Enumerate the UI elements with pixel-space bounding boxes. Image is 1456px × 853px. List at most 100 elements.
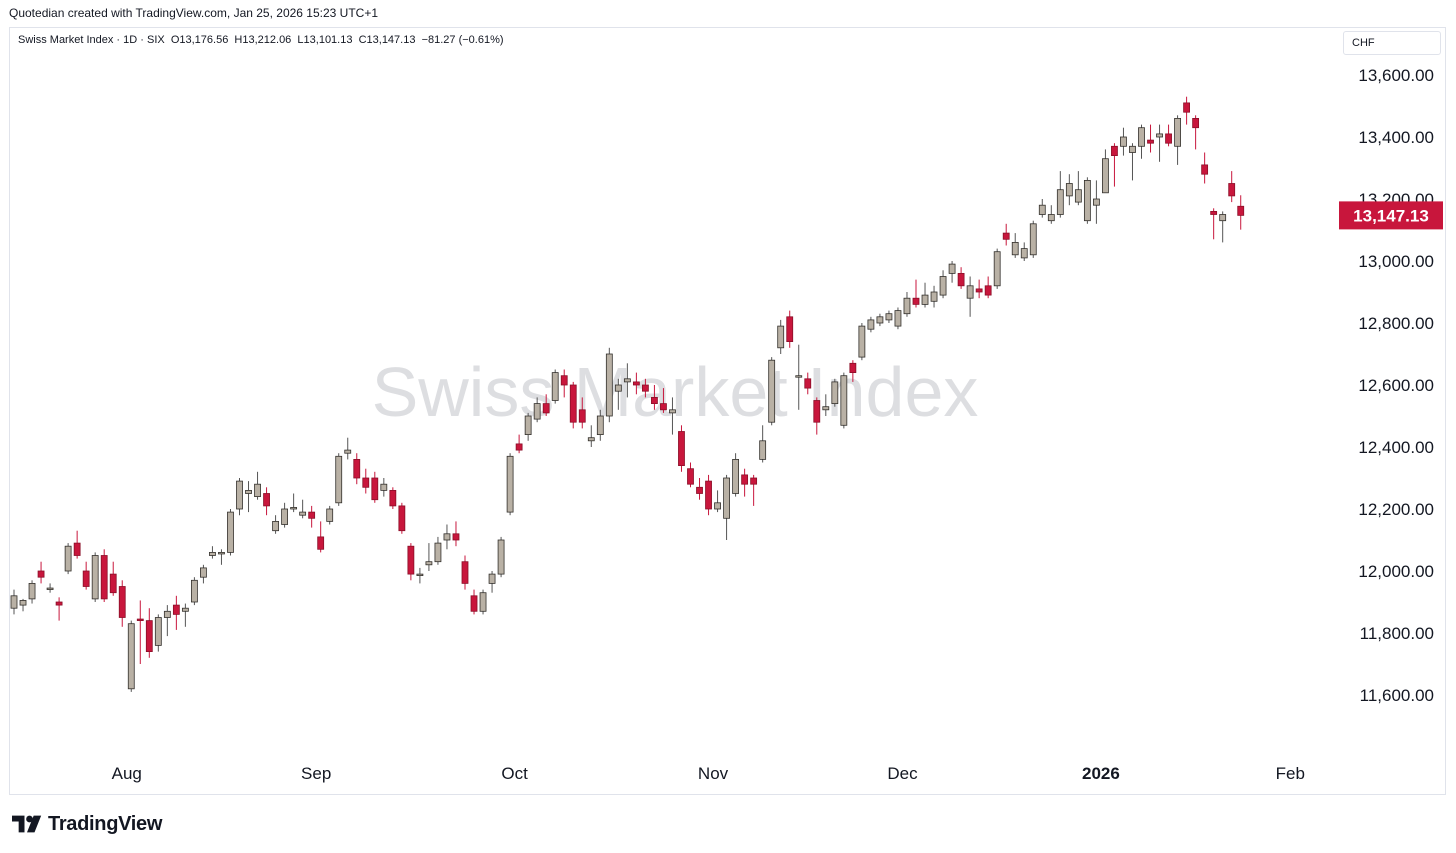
- candle: [1011, 233, 1019, 258]
- candle: [1165, 124, 1172, 147]
- candle-body: [172, 604, 180, 615]
- candle: [957, 267, 965, 289]
- candle: [1228, 171, 1236, 203]
- candle: [1029, 220, 1037, 258]
- candle: [921, 282, 929, 308]
- price-tick-label: 12,600.00: [1358, 376, 1434, 395]
- candle-body: [660, 403, 667, 411]
- candle-body: [1011, 241, 1019, 256]
- candle-body: [1111, 145, 1118, 157]
- candle: [127, 620, 135, 692]
- candle: [362, 468, 370, 494]
- candle-body: [109, 573, 117, 594]
- candle: [479, 589, 487, 615]
- candle-body: [46, 587, 54, 590]
- candle-body: [362, 477, 370, 488]
- candle-body: [768, 359, 776, 423]
- candle-body: [614, 384, 622, 392]
- candle: [623, 363, 631, 398]
- candle-body: [281, 508, 289, 525]
- candle-body: [245, 489, 252, 494]
- candle: [1038, 199, 1046, 218]
- candle: [813, 397, 821, 435]
- candle-body: [921, 294, 929, 305]
- candle: [984, 276, 992, 299]
- candle: [1156, 124, 1163, 162]
- candle: [1083, 177, 1091, 224]
- candle: [1111, 143, 1118, 187]
- candle: [578, 397, 586, 429]
- candle-body: [578, 409, 586, 423]
- candle: [281, 502, 289, 528]
- candle: [687, 462, 694, 488]
- candle: [939, 270, 947, 299]
- price-tick-label: 13,600.00: [1358, 66, 1434, 85]
- candle-body: [218, 552, 225, 555]
- candle-body: [163, 610, 171, 618]
- candle-body: [596, 415, 604, 436]
- candle-body: [912, 297, 920, 305]
- candle-body: [64, 545, 72, 572]
- candle-body: [669, 409, 676, 414]
- currency-selector[interactable]: CHF: [1343, 31, 1441, 55]
- candle: [209, 546, 216, 559]
- candle-body: [19, 600, 27, 606]
- candle: [885, 310, 893, 323]
- candle-body: [209, 552, 216, 556]
- candle-body: [948, 263, 956, 274]
- price-tick-label: 11,600.00: [1360, 686, 1434, 705]
- candle-body: [542, 403, 550, 414]
- candle-body: [1138, 127, 1145, 147]
- candle: [272, 515, 279, 534]
- candlestick-chart[interactable]: Swiss Market Index 11,600.00 11,800.00 12,…: [10, 28, 1445, 794]
- candle: [470, 589, 478, 615]
- candle-body: [127, 623, 135, 690]
- candle: [1129, 143, 1136, 181]
- candle: [1138, 124, 1145, 159]
- time-tick-label: 2026: [1082, 764, 1120, 783]
- candle: [380, 478, 388, 497]
- candle-body: [975, 288, 983, 293]
- candle-body: [200, 567, 207, 578]
- candle-body: [930, 291, 938, 302]
- candle-body: [308, 511, 316, 519]
- candle-body: [1029, 223, 1037, 256]
- candle-body: [867, 319, 875, 330]
- candle-body: [299, 511, 307, 516]
- candle-body: [587, 437, 595, 442]
- candle: [1174, 115, 1181, 165]
- candle: [172, 595, 180, 630]
- candle: [308, 505, 316, 528]
- price-axis[interactable]: 11,600.00 11,800.00 12,000.00 12,200.00 12,4…: [1358, 66, 1434, 705]
- candle: [542, 394, 550, 416]
- chart-panel[interactable]: Swiss Market Index 11,600.00 11,800.00 12,…: [9, 27, 1446, 795]
- candle-body: [118, 586, 126, 618]
- candle-body: [398, 505, 406, 532]
- candle: [353, 453, 361, 485]
- candle: [1120, 127, 1127, 156]
- time-axis[interactable]: Aug Sep Oct Nov Dec 2026 Feb: [112, 764, 1305, 783]
- time-tick-label: Aug: [112, 764, 142, 783]
- candle: [416, 567, 424, 584]
- tradingview-logo[interactable]: TradingView: [12, 811, 162, 837]
- candle: [669, 397, 676, 435]
- candle-body: [651, 396, 658, 404]
- candle: [741, 468, 749, 497]
- candle-body: [145, 620, 153, 652]
- tradingview-logo-text: TradingView: [48, 812, 163, 835]
- candle: [705, 474, 712, 516]
- candle-body: [515, 443, 523, 451]
- time-tick-label: Nov: [698, 764, 729, 783]
- candle: [452, 521, 460, 547]
- symbol-legend[interactable]: Swiss Market Index · 1D · SIX O13,176.56…: [18, 34, 504, 46]
- candle-body: [181, 607, 189, 612]
- candle: [822, 394, 830, 416]
- candle: [200, 564, 207, 584]
- candle-body: [786, 316, 794, 342]
- candle: [91, 552, 99, 602]
- candle-body: [1228, 183, 1236, 197]
- candle-body: [723, 477, 730, 519]
- candle: [326, 505, 334, 525]
- candle: [1065, 174, 1073, 206]
- candle-body: [497, 539, 505, 575]
